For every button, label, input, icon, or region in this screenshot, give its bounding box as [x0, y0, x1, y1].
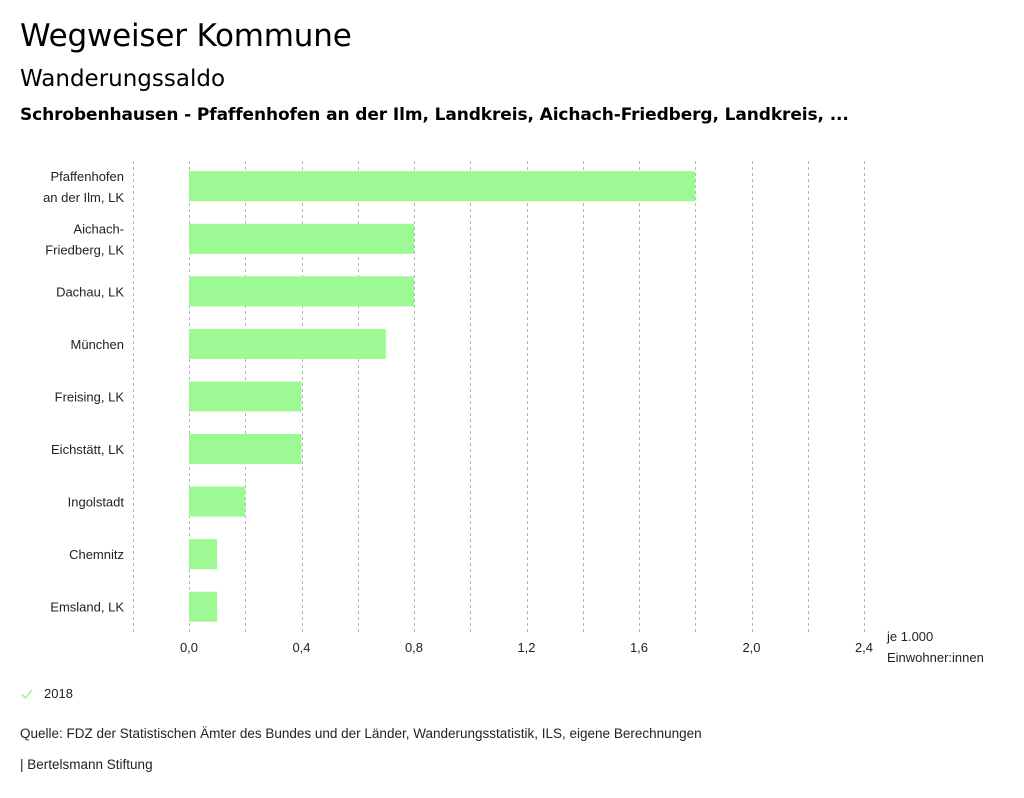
category-label: Dachau, LK — [56, 284, 124, 299]
bar — [189, 381, 302, 412]
source-note: Quelle: FDZ der Statistischen Ämter des … — [20, 726, 702, 741]
bar-chart: Pfaffenhofen an der Ilm, LK Aichach- Friedb… — [43, 161, 984, 665]
bar — [189, 276, 414, 307]
bar — [189, 223, 414, 254]
bar — [189, 434, 302, 465]
region-selection: Schrobenhausen - Pfaffenhofen an der Ilm… — [20, 105, 849, 125]
bar — [189, 171, 696, 202]
category-label: Aichach- — [73, 221, 124, 236]
legend-item-2018[interactable]: 2018 — [20, 686, 73, 701]
category-label: Friedberg, LK — [45, 242, 124, 257]
chart-subtitle: Wanderungssaldo — [20, 66, 226, 92]
x-axis-unit-line: je 1.000 — [886, 629, 933, 644]
bar — [189, 539, 218, 570]
bar — [189, 591, 218, 622]
x-tick-label: 2,0 — [742, 640, 760, 655]
x-tick-label: 0,4 — [292, 640, 310, 655]
category-label: Pfaffenhofen — [51, 169, 125, 184]
category-labels: Pfaffenhofen an der Ilm, LK Aichach- Friedb… — [43, 169, 124, 615]
legend-label: 2018 — [44, 686, 73, 701]
x-tick-labels: 0,0 0,4 0,8 1,2 1,6 2,0 2,4 — [180, 640, 873, 655]
bar — [189, 328, 386, 359]
x-tick-label: 1,2 — [517, 640, 535, 655]
x-tick-label: 1,6 — [630, 640, 648, 655]
category-label: Ingolstadt — [68, 495, 125, 510]
x-tick-label: 0,0 — [180, 640, 198, 655]
credit-note: | Bertelsmann Stiftung — [20, 757, 153, 772]
bar — [189, 486, 246, 517]
category-label: an der Ilm, LK — [43, 190, 124, 205]
x-tick-label: 0,8 — [405, 640, 423, 655]
category-label: Freising, LK — [55, 390, 125, 405]
category-label: Eichstätt, LK — [51, 442, 124, 457]
category-label: Chemnitz — [69, 547, 124, 562]
page-title: Wegweiser Kommune — [20, 18, 352, 54]
check-icon — [21, 688, 33, 699]
x-axis-unit-label: je 1.000 Einwohner:innen — [886, 629, 984, 665]
category-label: Emsland, LK — [50, 600, 124, 615]
bars — [189, 171, 696, 622]
category-label: München — [71, 337, 124, 352]
x-tick-label: 2,4 — [855, 640, 873, 655]
x-axis-unit-line: Einwohner:innen — [887, 650, 984, 665]
